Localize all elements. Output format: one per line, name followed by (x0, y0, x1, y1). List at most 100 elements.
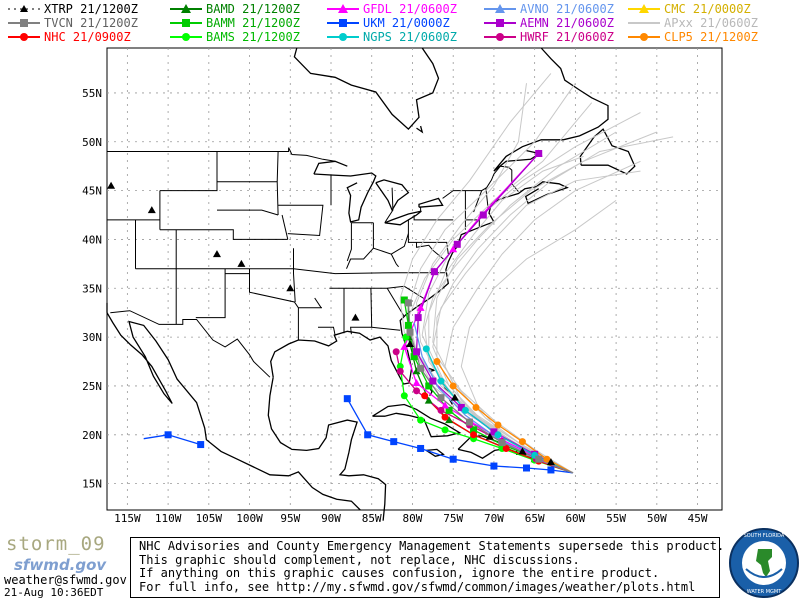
tvcn-marker (404, 299, 412, 307)
tvcn-marker (535, 455, 543, 463)
border-segment (407, 219, 449, 255)
sfwmd-logo: sfwmd.gov (14, 556, 107, 574)
xtrp-marker (450, 393, 459, 401)
avno-marker-icon (484, 4, 516, 13)
xtrp-marker (406, 339, 415, 347)
clp5-marker (494, 421, 502, 429)
border-segment (159, 151, 218, 192)
hwrf-marker-icon (484, 33, 516, 41)
ukm-marker (417, 444, 425, 452)
ngps-marker (437, 377, 445, 385)
ngps-marker (494, 431, 502, 439)
latitude-labels: 55N 50N 45N 40N 35N 30N 25N 20N 15N (82, 87, 102, 491)
disclaimer-line: If anything on this graphic causes confu… (139, 566, 660, 580)
coastline-segment (416, 125, 424, 134)
latitude-label: 40N (82, 233, 102, 246)
border-segment (318, 326, 336, 336)
aemn-marker-icon (484, 19, 516, 27)
clp5-marker (518, 438, 526, 446)
longitude-label: 45W (688, 512, 708, 525)
border-segment (135, 268, 177, 325)
legend-item-tvcn: TVCN 21/1200Z (4, 16, 162, 30)
ukm-marker (547, 466, 555, 474)
clp5-marker (449, 382, 457, 390)
longitude-labels: 115W 110W 105W 100W 95W 90W 85W 80W 75W 70W 65W 60W… (114, 512, 708, 525)
clp5-marker (472, 403, 480, 411)
aemn-marker (490, 428, 498, 436)
tvcn-marker-icon (8, 19, 40, 27)
legend-item-apxx: APxx 21/0600Z (624, 16, 800, 30)
tvcn-marker (465, 418, 473, 426)
hwrf-marker (413, 387, 421, 395)
legend-item-hwrf: HWRF 21/0600Z (480, 30, 630, 44)
xtrp-marker (546, 458, 555, 466)
border-segment (413, 215, 454, 221)
lat-lon-grid (107, 48, 722, 510)
bamm-marker (404, 321, 412, 329)
gfdl-marker (441, 401, 450, 409)
disclaimer-line: NHC Advisories and County Emergency Mana… (139, 539, 725, 553)
xtrp-marker (212, 250, 221, 258)
disclaimer-line: For full info, see http://my.sfwmd.gov/s… (139, 579, 696, 594)
longitude-label: 95W (280, 512, 300, 525)
nhc-marker-icon (8, 33, 40, 41)
latitude-label: 20N (82, 429, 102, 442)
aemn-marker (535, 149, 543, 157)
border-segment (249, 268, 299, 340)
legend-item-ngps: NGPS 21/0600Z (323, 30, 483, 44)
xtrp-marker (107, 181, 116, 189)
aemn-marker (457, 403, 465, 411)
state-borders (107, 147, 519, 378)
coastline-segment (384, 210, 422, 226)
tvcn-marker (498, 439, 506, 447)
bamm-marker (445, 406, 453, 414)
border-segment (416, 242, 444, 260)
legend-item-bamm: BAMM 21/1200Z (166, 16, 324, 30)
coastline-segment (372, 403, 462, 438)
border-segment (371, 326, 401, 331)
clp5-marker (543, 455, 551, 463)
border-segment (110, 310, 271, 378)
longitude-label: 85W (362, 512, 382, 525)
cmc-marker-icon (628, 4, 660, 13)
nhc-marker (502, 444, 510, 452)
border-segment (159, 229, 288, 240)
coastline-segment (106, 312, 361, 511)
ukm-marker (490, 462, 498, 470)
hwrf-marker (392, 348, 400, 356)
clp5-marker (433, 358, 441, 366)
disclaimer-line: This graphic should complement, not repl… (139, 552, 580, 567)
gfdl-marker (400, 342, 409, 350)
longitude-label: 110W (155, 512, 182, 525)
sfwmd-seal-icon: SOUTH FLORIDA WATER MGMT (729, 528, 799, 598)
clp5-marker-icon (628, 33, 660, 41)
xtrp-marker (518, 447, 527, 455)
aemn-marker (414, 314, 422, 322)
ukm-west-marker (197, 441, 205, 449)
latitude-label: 15N (82, 478, 102, 491)
border-segment (278, 204, 324, 237)
border-segment (314, 297, 322, 309)
bamd-marker (424, 396, 433, 404)
border-segment (107, 147, 336, 162)
bamm-marker-icon (170, 19, 202, 27)
tvcn-marker (417, 364, 425, 372)
gfdl-marker (449, 245, 458, 253)
border-segment (217, 209, 279, 216)
coastline-segment (493, 47, 609, 172)
ukm-marker (449, 455, 457, 463)
bams-marker (396, 362, 404, 370)
latitude-label: 50N (82, 136, 102, 149)
aemn-marker (430, 268, 438, 276)
legend-item-avno: AVNO 21/0600Z (480, 2, 630, 16)
model-legend: XTRP 21/1200Z BAMD 21/1200Z GFDL 21/0600… (0, 0, 800, 46)
tvcn-marker (437, 394, 445, 402)
border-segment (350, 288, 373, 335)
coastline-segment (313, 172, 377, 223)
latitude-label: 25N (82, 380, 102, 393)
bamd-marker (412, 367, 421, 375)
coastline-segment (293, 47, 440, 131)
apxx-line-icon (628, 22, 660, 24)
bamd-marker (445, 416, 454, 424)
